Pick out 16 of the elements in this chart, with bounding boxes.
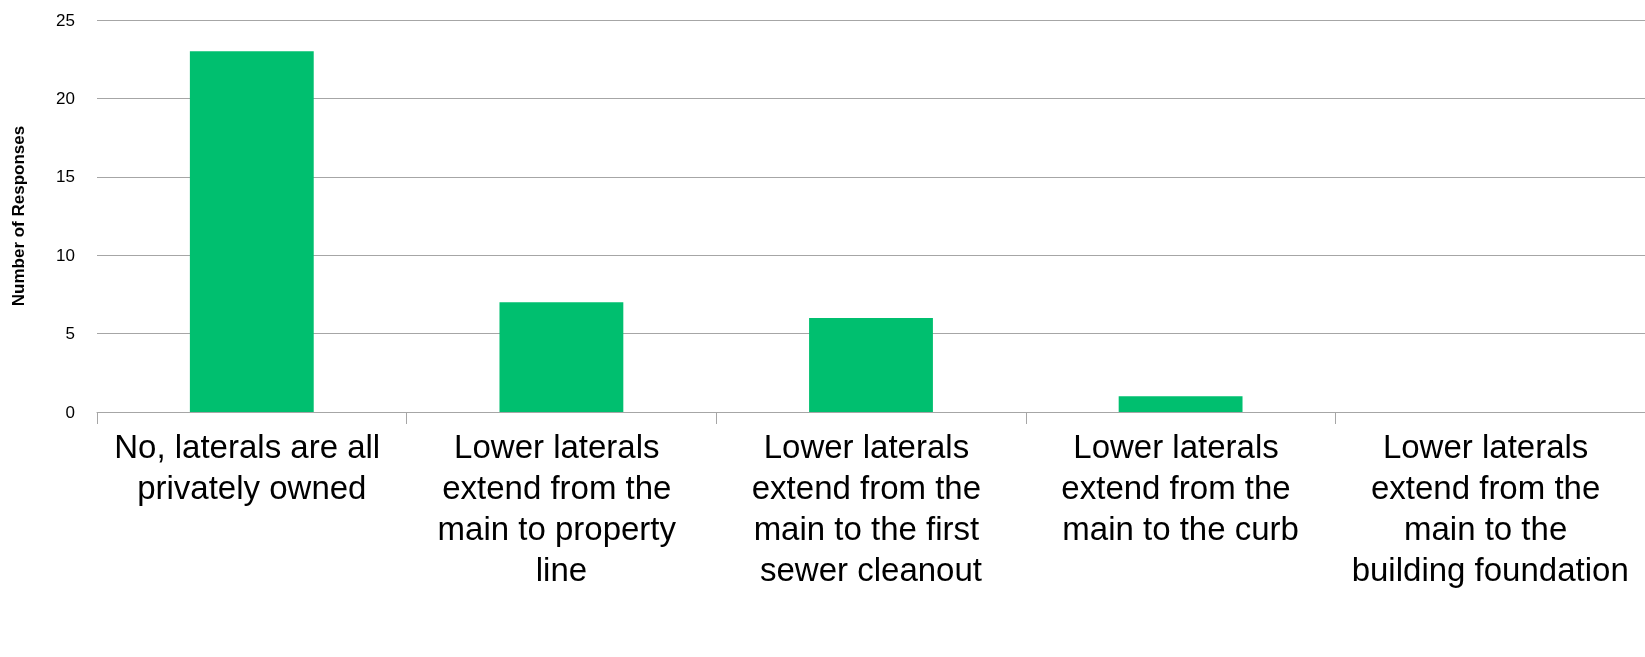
bar: [1118, 396, 1243, 412]
x-tick-label: Lower laterals extend from the main to the building foundation: [1351, 428, 1629, 588]
bar: [499, 302, 624, 412]
y-tick-label: 15: [56, 167, 75, 187]
x-tick-label: Lower laterals extend from the main to the curb: [1061, 428, 1300, 547]
x-tick-label: Lower laterals extend from the main to property line: [437, 428, 686, 588]
y-tick-label: 10: [56, 245, 75, 265]
bar: [189, 51, 314, 412]
x-tick-label: Lower laterals extend from the main to the first sewer cleanout: [751, 428, 991, 588]
y-axis-title: Number of Responses: [9, 125, 28, 307]
y-tick-label: 25: [56, 10, 75, 30]
bar: [809, 317, 933, 412]
y-tick-label: 20: [56, 88, 75, 108]
y-tick-label: 5: [65, 324, 75, 344]
y-tick-label: 0: [65, 402, 75, 422]
x-tick-label: No, laterals are all privately owned: [114, 428, 390, 506]
